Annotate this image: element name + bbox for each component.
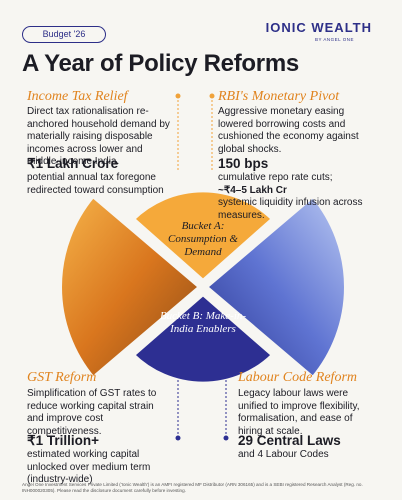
bucket-a-wedge bbox=[130, 188, 276, 284]
badge: Budget '26 bbox=[22, 26, 106, 43]
stat: ₹1 Trillion+ bbox=[27, 433, 99, 448]
section-description: Direct tax rationalisation re-anchored h… bbox=[27, 106, 170, 167]
stat: ₹1 Lakh Crore bbox=[27, 156, 119, 171]
stat-description: estimated working capital unlocked over … bbox=[27, 449, 151, 485]
section-description: Aggressive monetary easing lowered borro… bbox=[218, 106, 359, 155]
bucket-b-wedge bbox=[130, 291, 276, 386]
stat-line: ~₹4–5 Lakh Cr bbox=[218, 184, 287, 196]
section-description: Legacy labour laws were unified to impro… bbox=[238, 388, 360, 437]
dot bbox=[175, 435, 181, 441]
left-wedge bbox=[58, 193, 204, 381]
dot bbox=[175, 93, 181, 99]
section-title: RBI's Monetary Pivot bbox=[218, 89, 340, 104]
dot bbox=[209, 93, 215, 99]
stat-description: potential annual tax foregone redirected… bbox=[27, 172, 164, 196]
bucket-b-label: Bucket B: Make-in-India Enablers bbox=[159, 310, 247, 335]
section-title: Income Tax Relief bbox=[27, 89, 128, 104]
stat-description: and 4 Labour Codes bbox=[238, 449, 329, 460]
section-title: Labour Code Reform bbox=[238, 370, 357, 385]
stat-description: cumulative repo rate cuts; ~₹4–5 Lakh Cr… bbox=[218, 172, 368, 222]
section-description: Simplification of GST rates to reduce wo… bbox=[27, 388, 157, 437]
dot bbox=[223, 435, 229, 441]
brand-sub: BY ANGEL ONE bbox=[314, 37, 354, 42]
stat: 150 bps bbox=[218, 156, 269, 171]
title: A Year of Policy Reforms bbox=[22, 50, 299, 77]
right-wedge bbox=[202, 193, 348, 381]
section-title: GST Reform bbox=[27, 370, 97, 385]
disclaimer: Angel One Investment Services Private Li… bbox=[22, 482, 363, 493]
brand: IONIC WEALTH bbox=[265, 20, 372, 35]
stat-line: systemic liquidity infusion across measu… bbox=[218, 197, 363, 221]
stat-line: cumulative repo rate cuts; bbox=[218, 172, 333, 183]
bucket-a-label: Bucket A: Consumption & Demand bbox=[168, 220, 238, 258]
stat: 29 Central Laws bbox=[238, 433, 341, 448]
